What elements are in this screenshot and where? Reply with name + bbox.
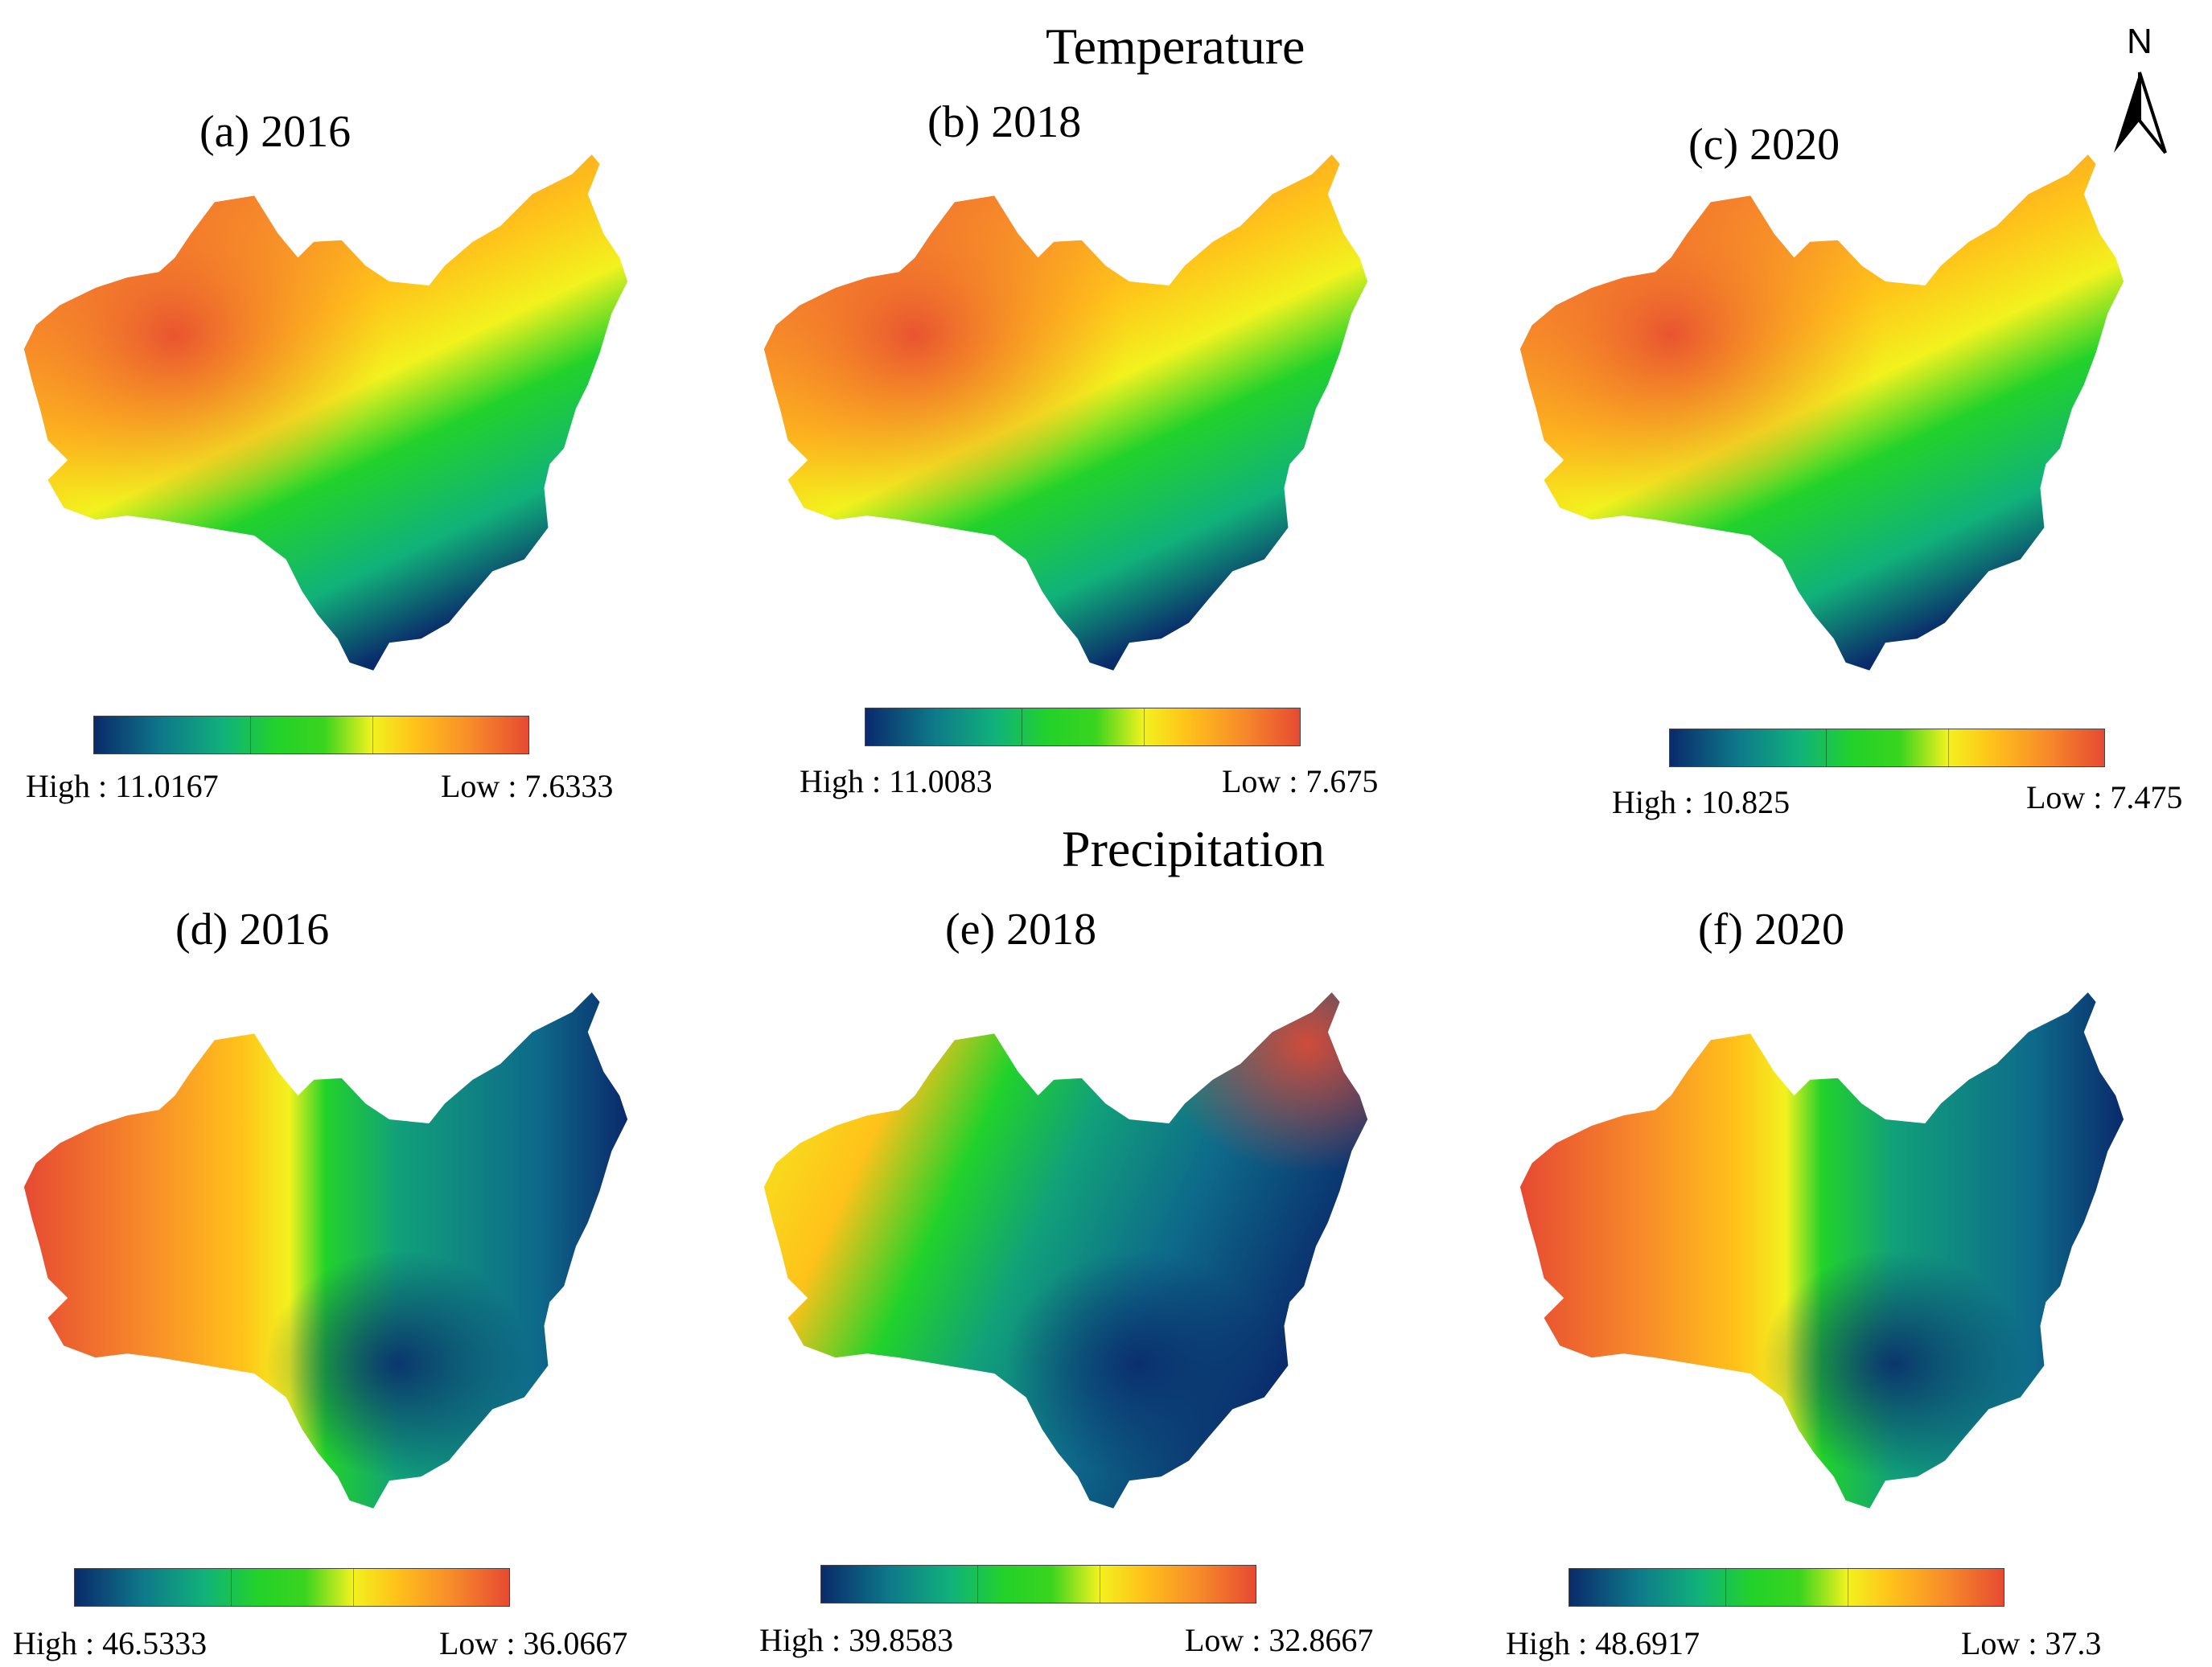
legend-low-a: Low : 7.6333 (441, 768, 614, 804)
panel-label-b: (b) 2018 (927, 97, 1082, 147)
legend-low-c: Low : 7.475 (2026, 779, 2183, 815)
panel-label-f: (f) 2020 (1698, 905, 1844, 955)
panel-label-e: (e) 2018 (945, 905, 1097, 955)
legend-high-b: High : 11.0083 (800, 763, 993, 799)
panel-label-c: (c) 2020 (1688, 120, 1840, 170)
precipitation-legend-2020 (1569, 1568, 2004, 1607)
temperature-title: Temperature (1046, 18, 1305, 75)
legend-high-d: High : 46.5333 (13, 1625, 208, 1661)
precipitation-legend-2018 (820, 1565, 1256, 1603)
temperature-map-2020 (1512, 143, 2132, 674)
north-arrow-icon (2114, 72, 2167, 154)
legend-low-f: Low : 37.3 (1961, 1625, 2102, 1661)
precipitation-legend-2016 (74, 1568, 510, 1607)
temperature-map-2016 (16, 143, 635, 674)
legend-high-f: High : 48.6917 (1506, 1625, 1700, 1661)
precipitation-map-2020 (1512, 973, 2132, 1520)
temperature-legend-2018 (865, 708, 1301, 746)
panel-label-d: (d) 2016 (175, 905, 330, 955)
precipitation-map-2018 (756, 973, 1375, 1520)
north-label: N (2127, 22, 2152, 61)
legend-low-b: Low : 7.675 (1222, 763, 1379, 799)
precipitation-map-2016 (16, 973, 635, 1520)
temperature-legend-2020 (1669, 729, 2105, 767)
temperature-map-2018 (756, 143, 1375, 674)
legend-low-e: Low : 32.8667 (1185, 1622, 1374, 1658)
legend-low-d: Low : 36.0667 (439, 1625, 628, 1661)
legend-high-c: High : 10.825 (1612, 784, 1791, 820)
temperature-legend-2016 (93, 716, 529, 754)
panel-label-a: (a) 2016 (199, 107, 352, 157)
legend-high-e: High : 39.8583 (759, 1622, 954, 1658)
legend-high-a: High : 11.0167 (26, 768, 219, 804)
precipitation-title: Precipitation (1062, 820, 1326, 877)
